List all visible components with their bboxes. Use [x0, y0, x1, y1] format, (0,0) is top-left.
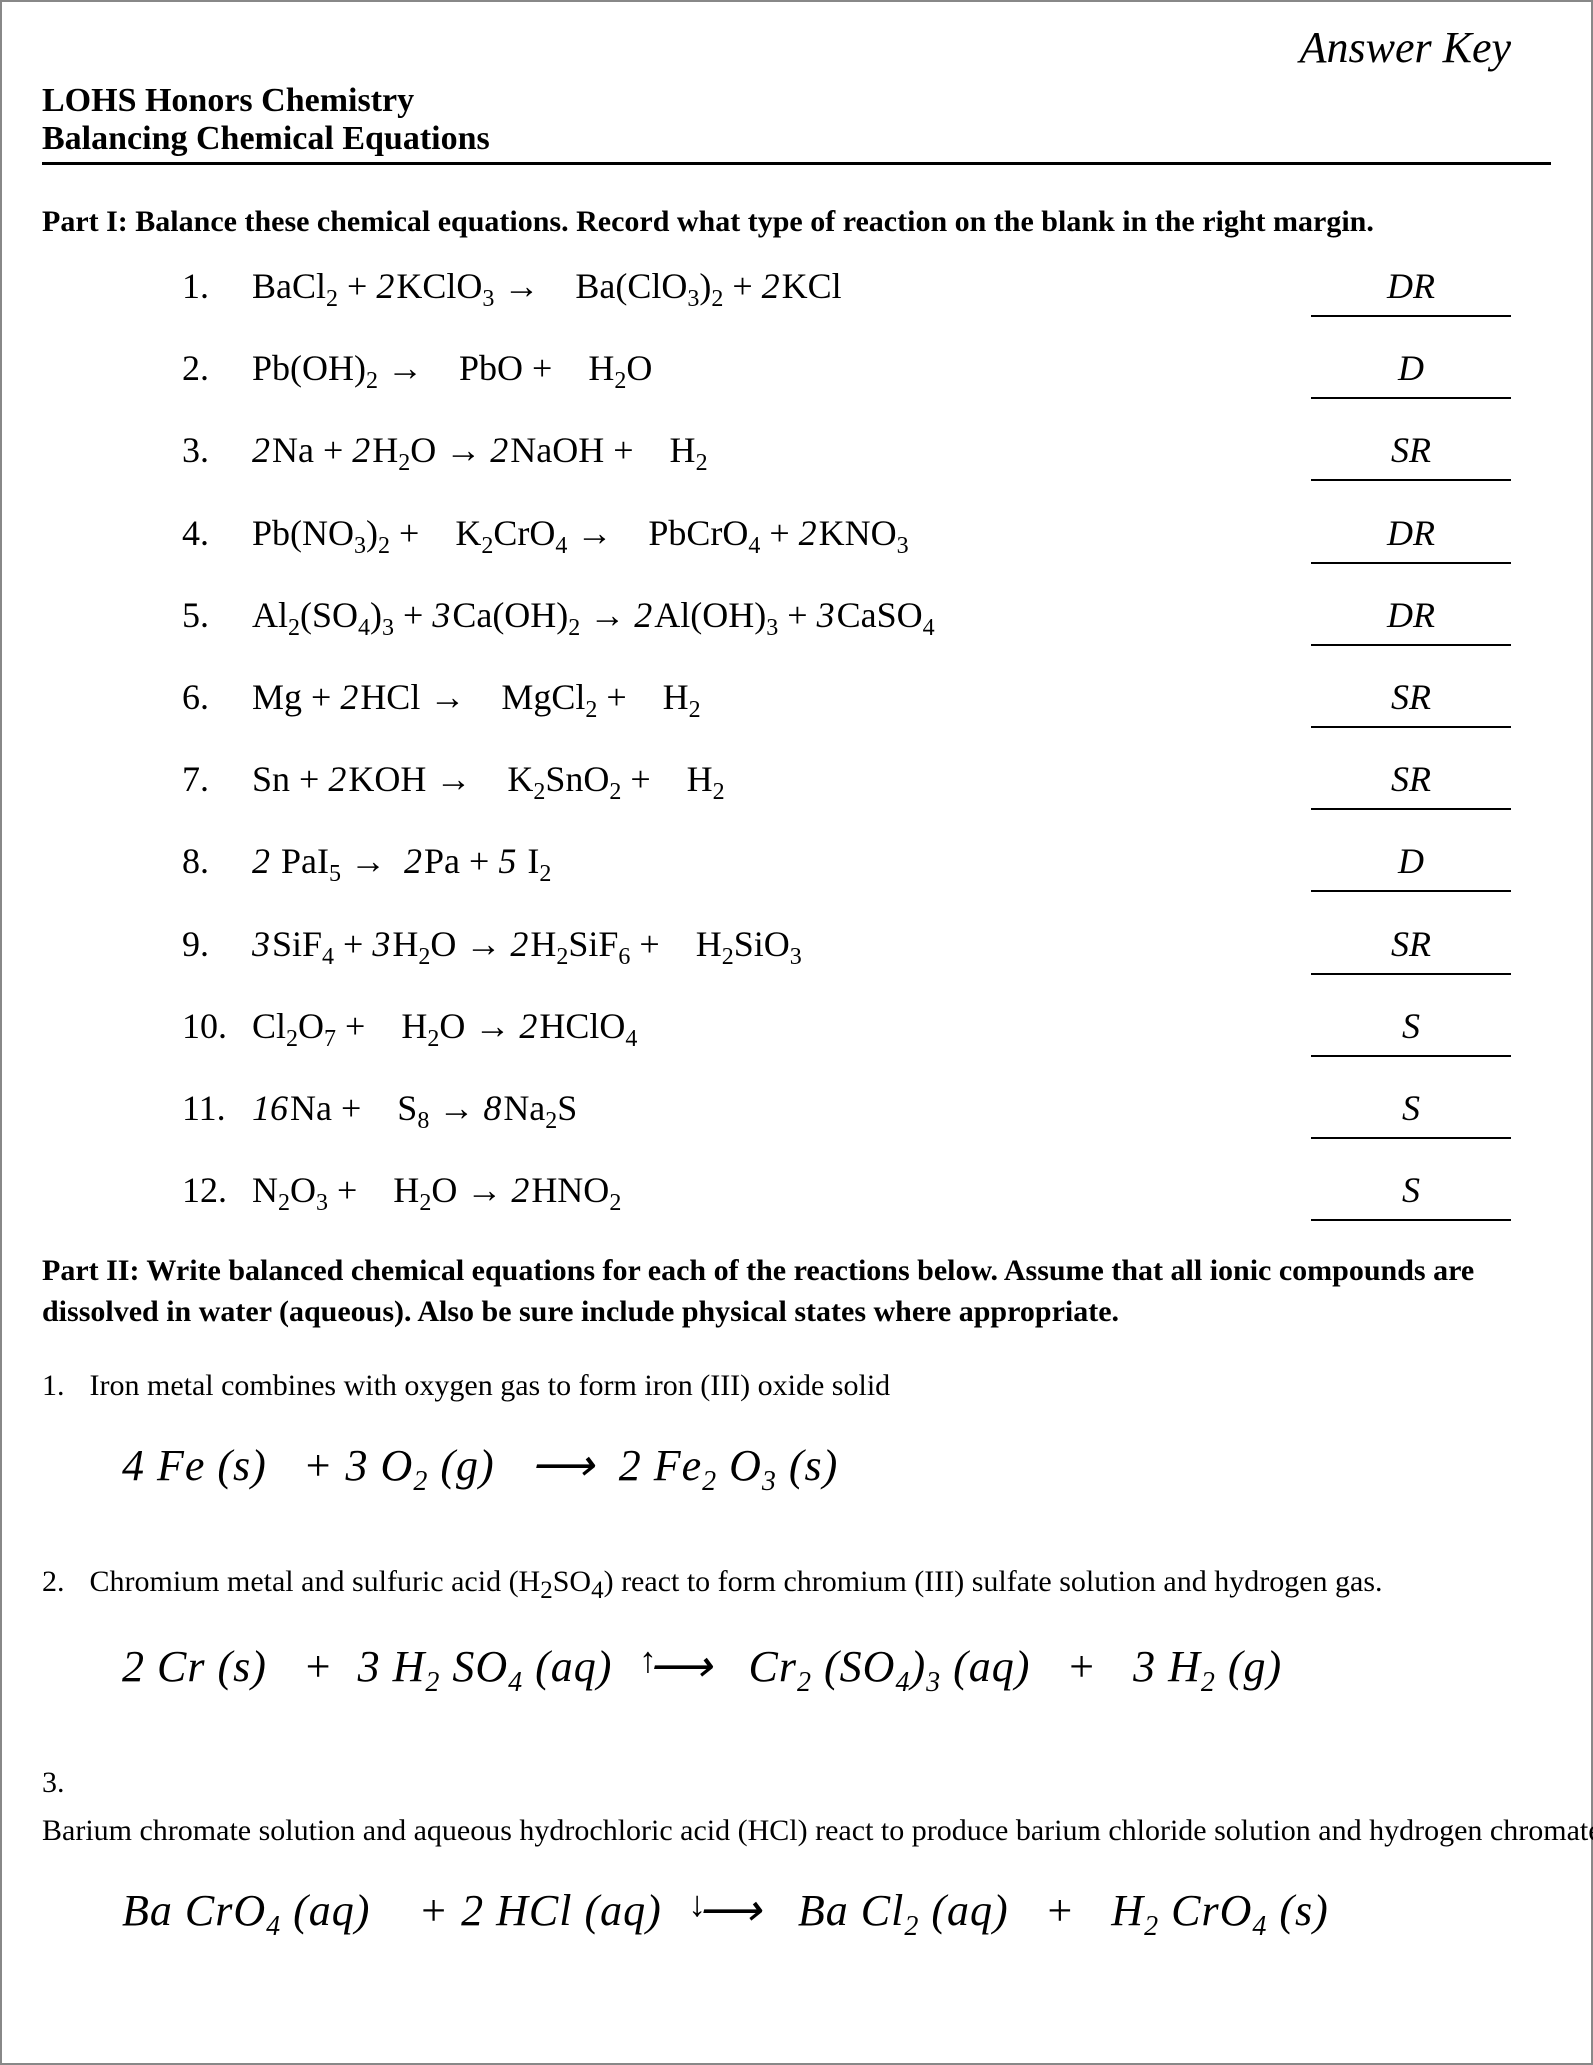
equation-number: 4. — [182, 506, 252, 560]
equation-row: 4.Pb(NO3)2 + K2CrO4 → PbCrO4 + 2KNO3 DR — [182, 506, 1551, 564]
reaction-type-answer: SR — [1311, 752, 1511, 810]
equation-row: 8.2 PaI5 → 2Pa + 5 I2 D — [182, 834, 1551, 892]
part2-number: 1. — [42, 1362, 82, 1410]
equation-row: 11.16Na + S8 → 8Na2S S — [182, 1081, 1551, 1139]
equation-row: 10.Cl2O7 + H2O → 2HClO4 S — [182, 999, 1551, 1057]
header-line-2: Balancing Chemical Equations — [42, 120, 1551, 158]
equation-number: 11. — [182, 1081, 252, 1135]
equation-row: 9.3SiF4 + 3H2O → 2H2SiF6 + H2SiO3 SR — [182, 917, 1551, 975]
equation-number: 10. — [182, 999, 252, 1053]
worksheet-page: Answer Key LOHS Honors Chemistry Balanci… — [0, 0, 1593, 2065]
equation-body: Pb(OH)2 → PbO + H2O — [252, 341, 1281, 399]
equation-body: Mg + 2HCl → MgCl2 + H2 — [252, 670, 1281, 728]
equation-number: 7. — [182, 752, 252, 806]
equation-row: 6.Mg + 2HCl → MgCl2 + H2 SR — [182, 670, 1551, 728]
worksheet-header: LOHS Honors Chemistry Balancing Chemical… — [42, 82, 1551, 165]
equation-body: 2Na + 2H2O → 2NaOH + H2 — [252, 423, 1281, 481]
part2-number: 2. — [42, 1558, 82, 1606]
equation-number: 6. — [182, 670, 252, 724]
reaction-type-answer: S — [1311, 1081, 1511, 1139]
equation-body: Cl2O7 + H2O → 2HClO4 — [252, 999, 1281, 1057]
equation-row: 3.2Na + 2H2O → 2NaOH + H2 SR — [182, 423, 1551, 481]
header-line-1: LOHS Honors Chemistry — [42, 82, 1551, 120]
equation-body: 3SiF4 + 3H2O → 2H2SiF6 + H2SiO3 — [252, 917, 1281, 975]
equation-body: N2O3 + H2O → 2HNO2 — [252, 1163, 1281, 1221]
reaction-type-answer: DR — [1311, 506, 1511, 564]
equation-row: 12.N2O3 + H2O → 2HNO2 S — [182, 1163, 1551, 1221]
answer-key-label: Answer Key — [1300, 22, 1511, 73]
equation-number: 8. — [182, 834, 252, 888]
equation-number: 5. — [182, 588, 252, 642]
part2-prompt: 3. Barium chromate solution and aqueous … — [42, 1759, 1551, 1855]
reaction-type-answer: DR — [1311, 259, 1511, 317]
part2-handwritten-equation: 2 Cr (s) + 3 H2 SO4 (aq) ↑⟶ Cr2 (SO4)3 (… — [122, 1641, 1551, 1699]
equation-row: 5.Al2(SO4)3 + 3Ca(OH)2 → 2Al(OH)3 + 3CaS… — [182, 588, 1551, 646]
part1-equation-list: 1.BaCl2 + 2KClO3 → Ba(ClO3)2 + 2KClDR2.P… — [182, 259, 1551, 1221]
equation-row: 7.Sn + 2KOH → K2SnO2 + H2 SR — [182, 752, 1551, 810]
part2-handwritten-equation: Ba CrO4 (aq) + 2 HCl (aq) ↓⟶ Ba Cl2 (aq)… — [122, 1885, 1551, 1943]
equation-body: BaCl2 + 2KClO3 → Ba(ClO3)2 + 2KCl — [252, 259, 1281, 317]
part2-number: 3. — [42, 1759, 82, 1807]
reaction-type-answer: DR — [1311, 588, 1511, 646]
part1-instructions: Part I: Balance these chemical equations… — [42, 205, 1551, 239]
equation-row: 2.Pb(OH)2 → PbO + H2O D — [182, 341, 1551, 399]
equation-number: 9. — [182, 917, 252, 971]
part2-prompt: 1. Iron metal combines with oxygen gas t… — [42, 1362, 1551, 1410]
reaction-type-answer: D — [1311, 341, 1511, 399]
part2-list: 1. Iron metal combines with oxygen gas t… — [42, 1362, 1551, 1942]
equation-number: 1. — [182, 259, 252, 313]
equation-body: 2 PaI5 → 2Pa + 5 I2 — [252, 834, 1281, 892]
reaction-type-answer: SR — [1311, 917, 1511, 975]
equation-number: 3. — [182, 423, 252, 477]
part2-instructions: Part II: Write balanced chemical equatio… — [42, 1251, 1551, 1332]
reaction-type-answer: S — [1311, 999, 1511, 1057]
equation-body: Sn + 2KOH → K2SnO2 + H2 — [252, 752, 1281, 810]
equation-body: Al2(SO4)3 + 3Ca(OH)2 → 2Al(OH)3 + 3CaSO4 — [252, 588, 1281, 646]
equation-body: Pb(NO3)2 + K2CrO4 → PbCrO4 + 2KNO3 — [252, 506, 1281, 564]
equation-body: 16Na + S8 → 8Na2S — [252, 1081, 1281, 1139]
reaction-type-answer: S — [1311, 1163, 1511, 1221]
equation-number: 2. — [182, 341, 252, 395]
reaction-type-answer: D — [1311, 834, 1511, 892]
equation-row: 1.BaCl2 + 2KClO3 → Ba(ClO3)2 + 2KCl DR — [182, 259, 1551, 317]
reaction-type-answer: SR — [1311, 423, 1511, 481]
equation-number: 12. — [182, 1163, 252, 1217]
part2-handwritten-equation: 4 Fe (s) + 3 O2 (g) ⟶ 2 Fe2 O3 (s) — [122, 1440, 1551, 1498]
reaction-type-answer: SR — [1311, 670, 1511, 728]
part2-prompt: 2. Chromium metal and sulfuric acid (H2S… — [42, 1558, 1551, 1611]
